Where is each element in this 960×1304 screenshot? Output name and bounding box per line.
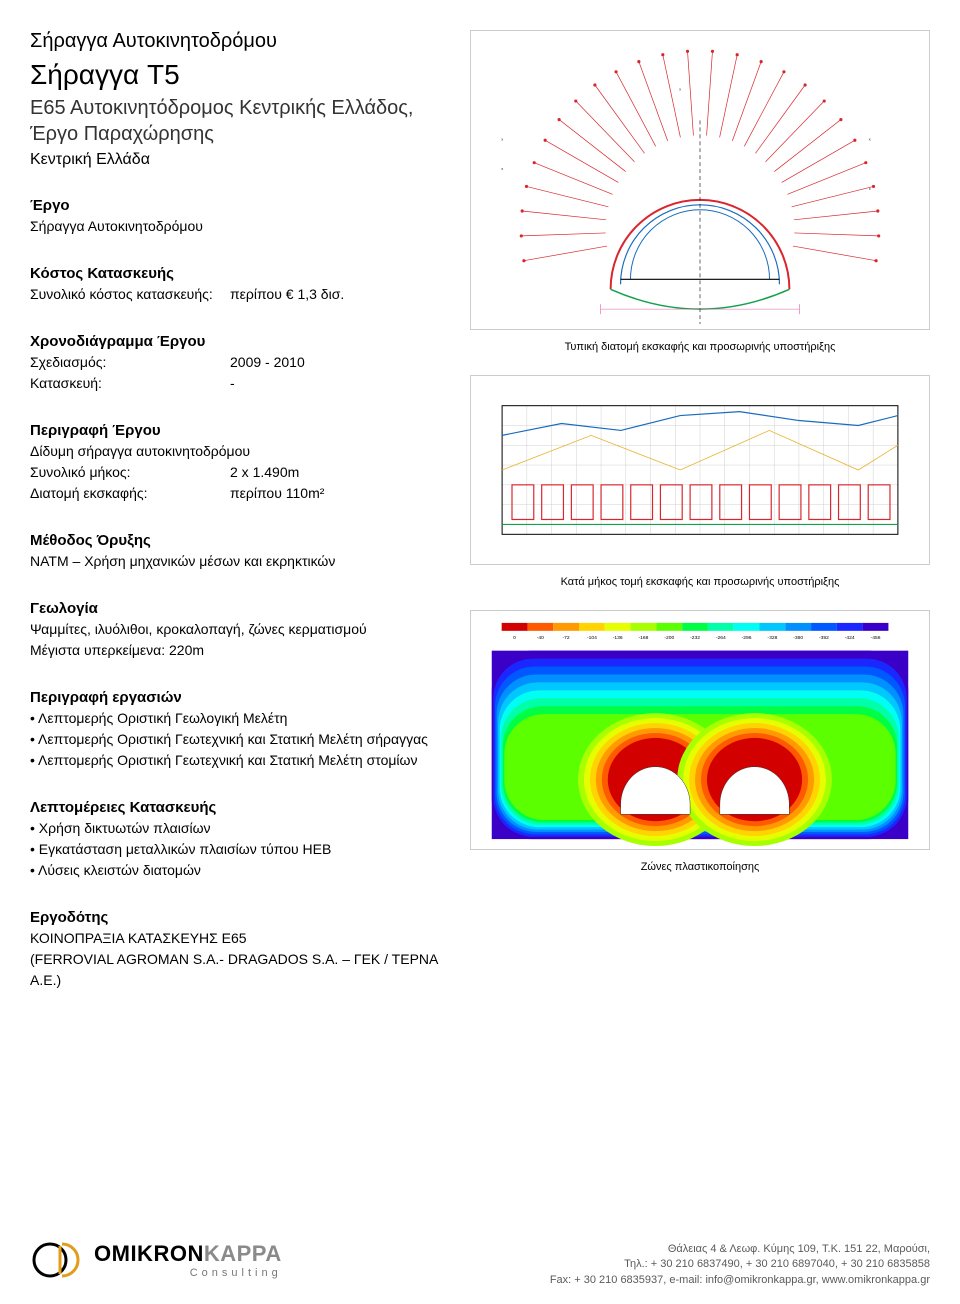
method-text: NATM – Χρήση μηχανικών μέσων και εκρηκτι… [30,551,450,572]
svg-text:-392: -392 [819,635,829,641]
svg-text:-360: -360 [793,635,803,641]
list-item: Λεπτομερής Οριστική Γεωτεχνική και Στατι… [30,750,450,771]
svg-text:-136: -136 [613,635,623,641]
page-title: Σήραγγα T5 [30,59,450,91]
list-item: Εγκατάσταση μεταλλικών πλαισίων τύπου HE… [30,839,450,860]
header-block: Σήραγγα Αυτοκινητοδρόμου Σήραγγα T5 Ε65 … [30,30,450,169]
contact-block: Θάλειας 4 & Λεωφ. Κύμης 109, T.K. 151 22… [550,1242,930,1288]
location: Κεντρική Ελλάδα [30,151,450,169]
desc-value-1-text: περίπου 110m² [230,485,324,501]
figure2-caption: Κατά μήκος τομή εκσκαφής και προσωρινής … [470,576,930,588]
geology-line2: Μέγιστα υπερκείμενα: 220m [30,640,450,661]
desc-label-0: Συνολικό μήκος: [30,462,230,483]
figure-longitudinal: Κατά μήκος τομή εκσκαφής και προσωρινής … [470,375,930,588]
desc-line: Δίδυμη σήραγγα αυτοκινητοδρόμου [30,441,450,462]
desc-value-1: περίπου 110m² [230,483,450,504]
section-title-desc: Περιγραφή Έργου [30,422,450,439]
client-line1: ΚΟΙΝΟΠΡΑΞΙΑ ΚΑΤΑΣΚΕΥΗΣ Ε65 [30,928,450,949]
page-footer: OMIKRONKAPPA Consulting Θάλειας 4 & Λεωφ… [30,1232,930,1288]
table-row: Συνολικό μήκος: 2 x 1.490m [30,462,450,483]
svg-text:x: x [869,137,871,141]
footer-address: Θάλειας 4 & Λεωφ. Κύμης 109, T.K. 151 22… [550,1242,930,1257]
schedule-value-1: - [230,373,450,394]
section-title-schedule: Χρονοδιάγραμμα Έργου [30,333,450,350]
cost-value: περίπου € 1,3 δισ. [230,284,450,305]
details-list: Χρήση δικτυωτών πλαισίων Εγκατάσταση μετ… [30,818,450,881]
section-geology: Γεωλογία Ψαμμίτες, ιλυόλιθοι, κροκαλοπαγ… [30,600,450,661]
section-client: Εργοδότης ΚΟΙΝΟΠΡΑΞΙΑ ΚΑΤΑΣΚΕΥΗΣ Ε65 (FE… [30,909,450,991]
project-value: Σήραγγα Αυτοκινητοδρόμου [30,216,450,237]
svg-text:-456: -456 [871,635,881,641]
page-body: Σήραγγα Αυτοκινητοδρόμου Σήραγγα T5 Ε65 … [0,0,960,991]
cost-row: Συνολικό κόστος κατασκευής: περίπου € 1,… [30,284,450,305]
figure-plastification: 0 -40 -72 -104 -136 -168 -200 -232 -264 -296 -328 -… [470,610,930,873]
list-item: Χρήση δικτυωτών πλαισίων [30,818,450,839]
svg-text:x: x [501,137,503,141]
logo-part-b: KAPPA [204,1241,282,1266]
section-title-cost: Κόστος Κατασκευής [30,265,450,282]
subtitle: Ε65 Αυτοκινητόδρομος Κεντρικής Ελλάδος, … [30,95,450,147]
table-row: Κατασκευή: - [30,373,450,394]
plastification-svg: 0 -40 -72 -104 -136 -168 -200 -232 -264 -296 -328 -… [470,610,930,850]
section-title-method: Μέθοδος Όρυξης [30,532,450,549]
svg-text:-72: -72 [563,635,570,641]
svg-text:-296: -296 [742,635,752,641]
svg-text:-424: -424 [845,635,855,641]
logo-tagline: Consulting [94,1267,282,1279]
logo-part-a: OMIKRON [94,1241,204,1266]
tunnel-cross-section-svg: x x x x x [470,30,930,330]
logo-name: OMIKRONKAPPA [94,1241,282,1267]
svg-text:-168: -168 [639,635,649,641]
svg-text:-232: -232 [690,635,700,641]
section-title-works: Περιγραφή εργασιών [30,689,450,706]
schedule-label-1: Κατασκευή: [30,373,230,394]
svg-text:x: x [501,167,503,171]
geology-line1: Ψαμμίτες, ιλυόλιθοι, κροκαλοπαγή, ζώνες … [30,619,450,640]
section-method: Μέθοδος Όρυξης NATM – Χρήση μηχανικών μέ… [30,532,450,572]
desc-label-1: Διατομή εκσκαφής: [30,483,230,504]
logo-text: OMIKRONKAPPA Consulting [94,1241,282,1279]
svg-text:x: x [679,88,681,92]
section-details: Λεπτομέρειες Κατασκευής Χρήση δικτυωτών … [30,799,450,881]
section-cost: Κόστος Κατασκευής Συνολικό κόστος κατασκ… [30,265,450,305]
longitudinal-svg [470,375,930,565]
table-row: Διατομή εκσκαφής: περίπου 110m² [30,483,450,504]
right-column: x x x x x Τυπική διατομή εκσκαφής και προσ… [470,30,930,991]
svg-text:-328: -328 [767,635,777,641]
client-line2: (FERROVIAL AGROMAN S.A.- DRAGADOS S.A. –… [30,949,450,991]
section-works: Περιγραφή εργασιών Λεπτομερής Οριστική Γ… [30,689,450,771]
figure-cross-section: x x x x x Τυπική διατομή εκσκαφής και προσ… [470,30,930,353]
logo-icon [30,1232,86,1288]
list-item: Λεπτομερής Οριστική Γεωλογική Μελέτη [30,708,450,729]
list-item: Λεπτομερής Οριστική Γεωτεχνική και Στατι… [30,729,450,750]
section-title-client: Εργοδότης [30,909,450,926]
section-title-geology: Γεωλογία [30,600,450,617]
figure1-caption: Τυπική διατομή εκσκαφής και προσωρινής υ… [470,341,930,353]
cost-label: Συνολικό κόστος κατασκευής: [30,284,230,305]
table-row: Σχεδιασμός: 2009 - 2010 [30,352,450,373]
svg-text:-200: -200 [664,635,674,641]
section-schedule: Χρονοδιάγραμμα Έργου Σχεδιασμός: 2009 - … [30,333,450,394]
left-column: Σήραγγα Αυτοκινητοδρόμου Σήραγγα T5 Ε65 … [30,30,450,991]
section-description: Περιγραφή Έργου Δίδυμη σήραγγα αυτοκινητ… [30,422,450,504]
desc-value-0: 2 x 1.490m [230,462,450,483]
footer-fax-mail: Fax: + 30 210 6835937, e-mail: info@omik… [550,1273,930,1288]
section-title-project: Έργο [30,197,450,214]
svg-text:-104: -104 [587,635,597,641]
svg-text:-264: -264 [716,635,726,641]
footer-phones: Τηλ.: + 30 210 6837490, + 30 210 6897040… [550,1257,930,1272]
company-logo: OMIKRONKAPPA Consulting [30,1232,282,1288]
svg-text:0: 0 [513,635,516,641]
schedule-value-0: 2009 - 2010 [230,352,450,373]
section-title-details: Λεπτομέρειες Κατασκευής [30,799,450,816]
section-project: Έργο Σήραγγα Αυτοκινητοδρόμου [30,197,450,237]
works-list: Λεπτομερής Οριστική Γεωλογική Μελέτη Λεπ… [30,708,450,771]
category: Σήραγγα Αυτοκινητοδρόμου [30,30,450,53]
svg-text:-40: -40 [537,635,544,641]
figure3-caption: Ζώνες πλαστικοποίησης [470,861,930,873]
schedule-label-0: Σχεδιασμός: [30,352,230,373]
list-item: Λύσεις κλειστών διατομών [30,860,450,881]
svg-text:x: x [869,187,871,191]
